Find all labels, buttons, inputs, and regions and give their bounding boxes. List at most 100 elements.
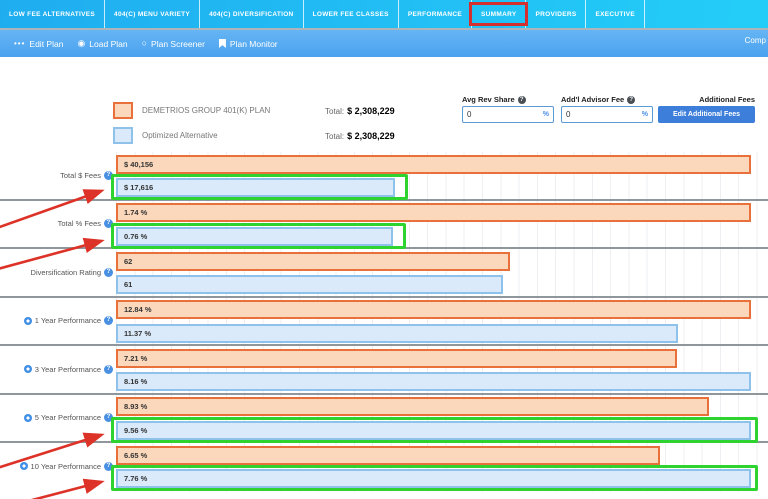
- alternative-color-swatch: [113, 127, 133, 144]
- settings-icon[interactable]: [19, 462, 28, 470]
- row-label-text: 10 Year Performance: [30, 461, 101, 471]
- toolbar-item-label: Load Plan: [89, 38, 128, 49]
- tab-executive[interactable]: EXECUTIVE: [586, 0, 646, 28]
- chart-rows: Total $ Fees? $ 40,156 $ 17,616 Total % Fee…: [0, 152, 768, 492]
- row-label: 3 Year Performance?: [0, 346, 113, 392]
- addl-advisor-fee-field-wrap: %: [561, 106, 653, 123]
- tab-label: LOW FEE ALTERNATIVES: [9, 10, 96, 18]
- plan-toolbar: ••• Edit Plan ◉ Load Plan ○ Plan Screener Plan…: [0, 30, 768, 57]
- alternative-bar-value: 8.16 %: [124, 377, 148, 386]
- tab-404-c-diversification[interactable]: 404(C) DIVERSIFICATION: [200, 0, 304, 28]
- alternative-bar: 7.76 %: [116, 469, 751, 488]
- legend-row-alternative: Optimized Alternative Total: $ 2,308,229: [113, 123, 443, 148]
- avg-rev-share-label-text: Avg Rev Share: [462, 95, 515, 104]
- help-icon[interactable]: ?: [104, 170, 113, 180]
- help-icon[interactable]: ?: [517, 95, 526, 104]
- bookmark-icon: [218, 39, 226, 48]
- row-label-text: 5 Year Performance: [34, 413, 101, 422]
- tab-404-c-menu-variety[interactable]: 404(C) MENU VARIETY: [105, 0, 201, 28]
- help-icon[interactable]: ?: [104, 413, 113, 422]
- row-label: 1 Year Performance?: [0, 298, 113, 344]
- settings-icon[interactable]: [23, 365, 32, 373]
- row-label: Total $ Fees?: [0, 152, 113, 198]
- additional-fees-label: Additional Fees: [699, 95, 755, 104]
- edit-additional-fees-button[interactable]: Edit Additional Fees: [658, 106, 755, 123]
- help-icon[interactable]: ?: [627, 95, 636, 104]
- percent-suffix: %: [542, 111, 549, 118]
- chart-row-10-year-performance: 10 Year Performance? 6.65 % 7.76 %: [0, 443, 768, 492]
- plan-color-swatch: [113, 102, 133, 119]
- help-icon[interactable]: ?: [104, 267, 113, 277]
- legend-row-plan: DEMETRIOS GROUP 401(K) PLAN Total: $ 2,30…: [113, 98, 443, 123]
- row-bars: $ 40,156 $ 17,616: [111, 152, 768, 200]
- chart-row-5-year-performance: 5 Year Performance? 8.93 % 9.56 %: [0, 395, 768, 443]
- tab-label: LOWER FEE CLASSES: [312, 10, 389, 18]
- alternative-bar: 8.16 %: [116, 372, 751, 391]
- toolbar-item-label: Plan Monitor: [229, 38, 278, 49]
- chart-row-total-fees: Total $ Fees? $ 40,156 $ 17,616: [0, 152, 768, 201]
- row-label-text: Total $ Fees: [60, 170, 101, 180]
- alternative-total: Total: $ 2,308,229: [325, 131, 395, 141]
- row-label-text: 3 Year Performance: [34, 364, 101, 374]
- fees-panel: Avg Rev Share ? Add'l Advisor Fee ? Addi…: [460, 95, 758, 135]
- comparison-chart: Total $ Fees? $ 40,156 $ 17,616 Total % Fee…: [0, 152, 768, 492]
- plan-bar: 12.84 %: [116, 300, 751, 319]
- plan-name: DEMETRIOS GROUP 401(K) PLAN: [142, 106, 271, 115]
- chart-row-1-year-performance: 1 Year Performance? 12.84 % 11.37 %: [0, 298, 768, 346]
- alternative-total-value: $ 2,308,229: [347, 130, 395, 141]
- plan-bar: 62: [116, 251, 510, 271]
- plan-bar-value: 8.93 %: [124, 402, 148, 411]
- tab-summary[interactable]: SUMMARY: [469, 0, 529, 28]
- help-icon[interactable]: ?: [104, 219, 113, 228]
- addl-advisor-fee-input[interactable]: [562, 109, 638, 120]
- help-icon[interactable]: ?: [104, 461, 113, 471]
- settings-icon[interactable]: [23, 413, 32, 422]
- row-label-text: Total % Fees: [57, 219, 101, 228]
- plan-bar-value: 1.74 %: [124, 208, 148, 217]
- alternative-bar: 11.37 %: [116, 323, 678, 343]
- plan-bar-value: 12.84 %: [124, 305, 152, 314]
- alternative-bar: $ 17,616: [116, 178, 395, 197]
- ellipsis-icon: •••: [14, 38, 26, 48]
- alternative-bar-value: 61: [124, 280, 133, 289]
- tab-lower-fee-classes[interactable]: LOWER FEE CLASSES: [304, 0, 399, 28]
- help-icon[interactable]: ?: [104, 364, 113, 374]
- toolbar-item-plan-screener[interactable]: ○ Plan Screener: [142, 39, 205, 49]
- settings-icon[interactable]: [23, 316, 32, 325]
- row-label: 10 Year Performance?: [0, 443, 113, 489]
- toolbar-item-edit-plan[interactable]: ••• Edit Plan: [14, 39, 63, 49]
- toolbar-item-label: Plan Screener: [151, 38, 205, 49]
- target-icon: ◉: [77, 38, 86, 48]
- tab-label: EXECUTIVE: [595, 10, 636, 18]
- tab-label: PERFORMANCE: [407, 10, 463, 18]
- chart-row-3-year-performance: 3 Year Performance? 7.21 % 8.16 %: [0, 346, 768, 395]
- tab-low-fee-alternatives[interactable]: LOW FEE ALTERNATIVES: [0, 0, 106, 28]
- row-bars: 12.84 % 11.37 %: [116, 298, 768, 344]
- circle-icon: ○: [141, 38, 148, 48]
- plan-total-label: Total:: [325, 106, 345, 116]
- tab-label: 404(C) MENU VARIETY: [114, 10, 191, 18]
- tab-label: PROVIDERS: [535, 10, 577, 18]
- toolbar-item-plan-monitor[interactable]: Plan Monitor: [218, 38, 278, 49]
- tab-label: 404(C) DIVERSIFICATION: [209, 10, 294, 18]
- compare-link[interactable]: Comp: [744, 36, 766, 45]
- row-label: Total % Fees?: [0, 201, 113, 247]
- addl-advisor-fee-label: Add'l Advisor Fee ?: [561, 95, 636, 104]
- row-bars: 7.21 % 8.16 %: [116, 346, 768, 392]
- alternative-bar: 61: [116, 275, 503, 294]
- addl-advisor-fee-label-text: Add'l Advisor Fee: [561, 95, 625, 104]
- tab-providers[interactable]: PROVIDERS: [526, 0, 587, 28]
- row-bars: 62 61: [116, 249, 768, 295]
- row-label: 5 Year Performance?: [0, 395, 113, 441]
- plan-bar: 8.93 %: [116, 397, 709, 416]
- tab-bar: LOW FEE ALTERNATIVES 404(C) MENU VARIETY 4…: [0, 0, 768, 30]
- toolbar-item-load-plan[interactable]: ◉ Load Plan: [77, 39, 127, 49]
- avg-rev-share-input[interactable]: [463, 109, 539, 120]
- plan-bar: 1.74 %: [116, 203, 751, 222]
- tab-performance[interactable]: PERFORMANCE: [399, 0, 473, 28]
- alternative-bar-value: 9.56 %: [124, 425, 148, 435]
- chart-legend: DEMETRIOS GROUP 401(K) PLAN Total: $ 2,30…: [113, 98, 443, 148]
- help-icon[interactable]: ?: [104, 316, 113, 325]
- chart-row-total-fees: Total % Fees? 1.74 % 0.76 %: [0, 201, 768, 249]
